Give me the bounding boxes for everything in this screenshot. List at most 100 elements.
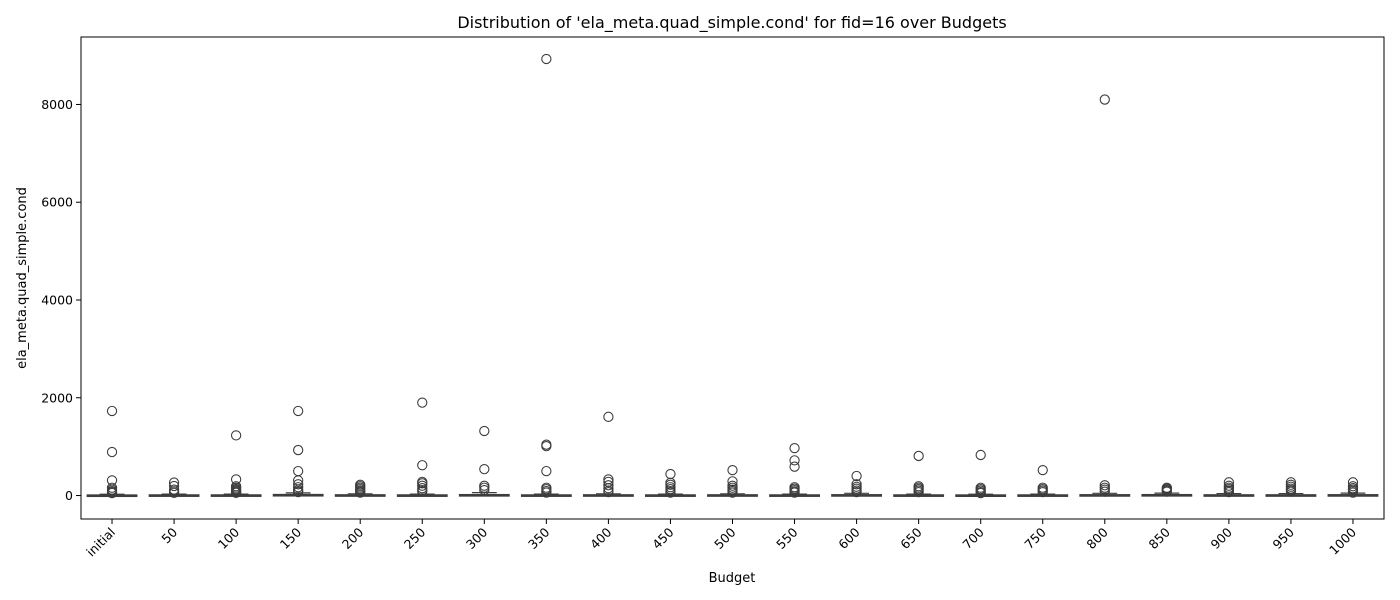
x-tick-label: 700 bbox=[959, 524, 987, 552]
x-tick-label: 450 bbox=[649, 524, 677, 552]
outlier-point bbox=[603, 411, 614, 422]
outlier-point bbox=[479, 463, 490, 475]
outlier-point bbox=[106, 405, 118, 417]
outlier-point bbox=[1285, 486, 1297, 497]
outlier-point bbox=[851, 470, 862, 482]
box-1000 bbox=[1327, 477, 1379, 498]
x-tick-label: initial bbox=[83, 525, 118, 560]
x-axis-label: Budget bbox=[709, 571, 756, 586]
y-tick-label: 0 bbox=[65, 488, 73, 503]
x-tick-label: 750 bbox=[1021, 524, 1049, 552]
x-tick-label: 800 bbox=[1083, 524, 1111, 552]
outlier-point bbox=[665, 468, 676, 480]
box-550 bbox=[769, 442, 820, 498]
outlier-point bbox=[727, 476, 738, 487]
box-600 bbox=[831, 470, 883, 498]
outlier-point bbox=[1223, 486, 1235, 498]
outlier-point bbox=[541, 465, 552, 477]
box-650 bbox=[893, 450, 945, 498]
box-400 bbox=[582, 411, 634, 498]
outlier-point bbox=[417, 486, 428, 497]
outlier-point bbox=[727, 464, 738, 476]
outlier-point bbox=[1223, 477, 1235, 488]
outlier-point bbox=[1161, 486, 1172, 497]
box-300 bbox=[458, 425, 510, 497]
outlier-point bbox=[1037, 464, 1048, 476]
outlier-point bbox=[1099, 480, 1110, 491]
box-450 bbox=[645, 468, 696, 498]
outlier-point bbox=[913, 486, 924, 498]
outlier-point bbox=[789, 455, 800, 466]
outlier-point bbox=[603, 483, 614, 494]
outlier-point bbox=[913, 450, 924, 462]
outlier-point bbox=[665, 487, 676, 498]
box-950 bbox=[1265, 477, 1317, 497]
outlier-point bbox=[603, 480, 614, 491]
x-tick-label: 300 bbox=[463, 524, 491, 552]
y-tick-label: 6000 bbox=[41, 195, 73, 210]
outlier-point bbox=[1099, 94, 1110, 105]
outlier-point bbox=[230, 487, 242, 498]
x-tick-label: 250 bbox=[401, 524, 429, 552]
outlier-point bbox=[293, 486, 304, 498]
x-tick-label: 650 bbox=[897, 524, 925, 552]
x-tick-label: 950 bbox=[1270, 524, 1298, 552]
outlier-point bbox=[1099, 486, 1110, 497]
outlier-point bbox=[727, 487, 738, 498]
outlier-point bbox=[541, 441, 552, 452]
outlier-point bbox=[1037, 486, 1048, 498]
outlier-point bbox=[168, 480, 180, 492]
outlier-point bbox=[603, 486, 614, 498]
box-100 bbox=[210, 430, 262, 498]
x-tick-label: 50 bbox=[158, 524, 180, 546]
outlier-point bbox=[417, 478, 428, 489]
outlier-point bbox=[479, 482, 490, 493]
outlier-point bbox=[541, 53, 552, 65]
outlier-point bbox=[293, 444, 304, 456]
x-tick-label: 900 bbox=[1208, 524, 1236, 552]
outlier-point bbox=[417, 460, 428, 471]
outlier-point bbox=[975, 487, 986, 499]
outlier-point bbox=[293, 482, 304, 493]
outlier-point bbox=[355, 487, 366, 498]
box-900 bbox=[1203, 477, 1255, 498]
box-850 bbox=[1141, 482, 1193, 497]
x-tick-label: 1000 bbox=[1326, 524, 1359, 557]
outlier-point bbox=[293, 479, 304, 490]
y-tick-label: 4000 bbox=[41, 292, 73, 307]
outlier-point bbox=[665, 479, 676, 490]
outlier-point bbox=[975, 449, 986, 461]
outlier-point bbox=[479, 425, 490, 437]
x-tick-label: 500 bbox=[711, 524, 739, 552]
box-350 bbox=[520, 53, 572, 498]
x-tick-label: 150 bbox=[277, 524, 305, 552]
box-200 bbox=[334, 479, 386, 498]
outlier-point bbox=[168, 487, 180, 498]
outlier-point bbox=[541, 487, 552, 498]
x-tick-label: 200 bbox=[339, 524, 367, 552]
outlier-point bbox=[293, 465, 304, 477]
box-50 bbox=[148, 477, 200, 498]
outlier-point bbox=[230, 474, 242, 485]
x-tick-label: 600 bbox=[835, 524, 863, 552]
axes-frame bbox=[80, 36, 1385, 520]
y-axis: 0 2000 4000 6000 8000 bbox=[41, 97, 81, 503]
box-250 bbox=[396, 397, 448, 497]
outlier-point bbox=[789, 487, 800, 498]
x-tick-label: 400 bbox=[587, 524, 615, 552]
plot-area bbox=[86, 53, 1379, 499]
x-tick-label: 100 bbox=[215, 524, 243, 552]
outlier-point bbox=[789, 461, 800, 472]
box-150 bbox=[272, 405, 324, 498]
outlier-point bbox=[417, 480, 428, 491]
x-tick-label: 550 bbox=[773, 524, 801, 552]
outlier-point bbox=[851, 486, 862, 498]
box-700 bbox=[955, 449, 1007, 499]
x-axis: initial 50 100 150 200 250 300 350 400 450 500 550 6… bbox=[83, 519, 1359, 559]
outlier-point bbox=[230, 430, 242, 441]
box-800 bbox=[1079, 94, 1131, 497]
chart-title: Distribution of 'ela_meta.quad_simple.co… bbox=[457, 13, 1006, 33]
y-tick-label: 2000 bbox=[41, 390, 73, 405]
outlier-point bbox=[1347, 487, 1359, 498]
